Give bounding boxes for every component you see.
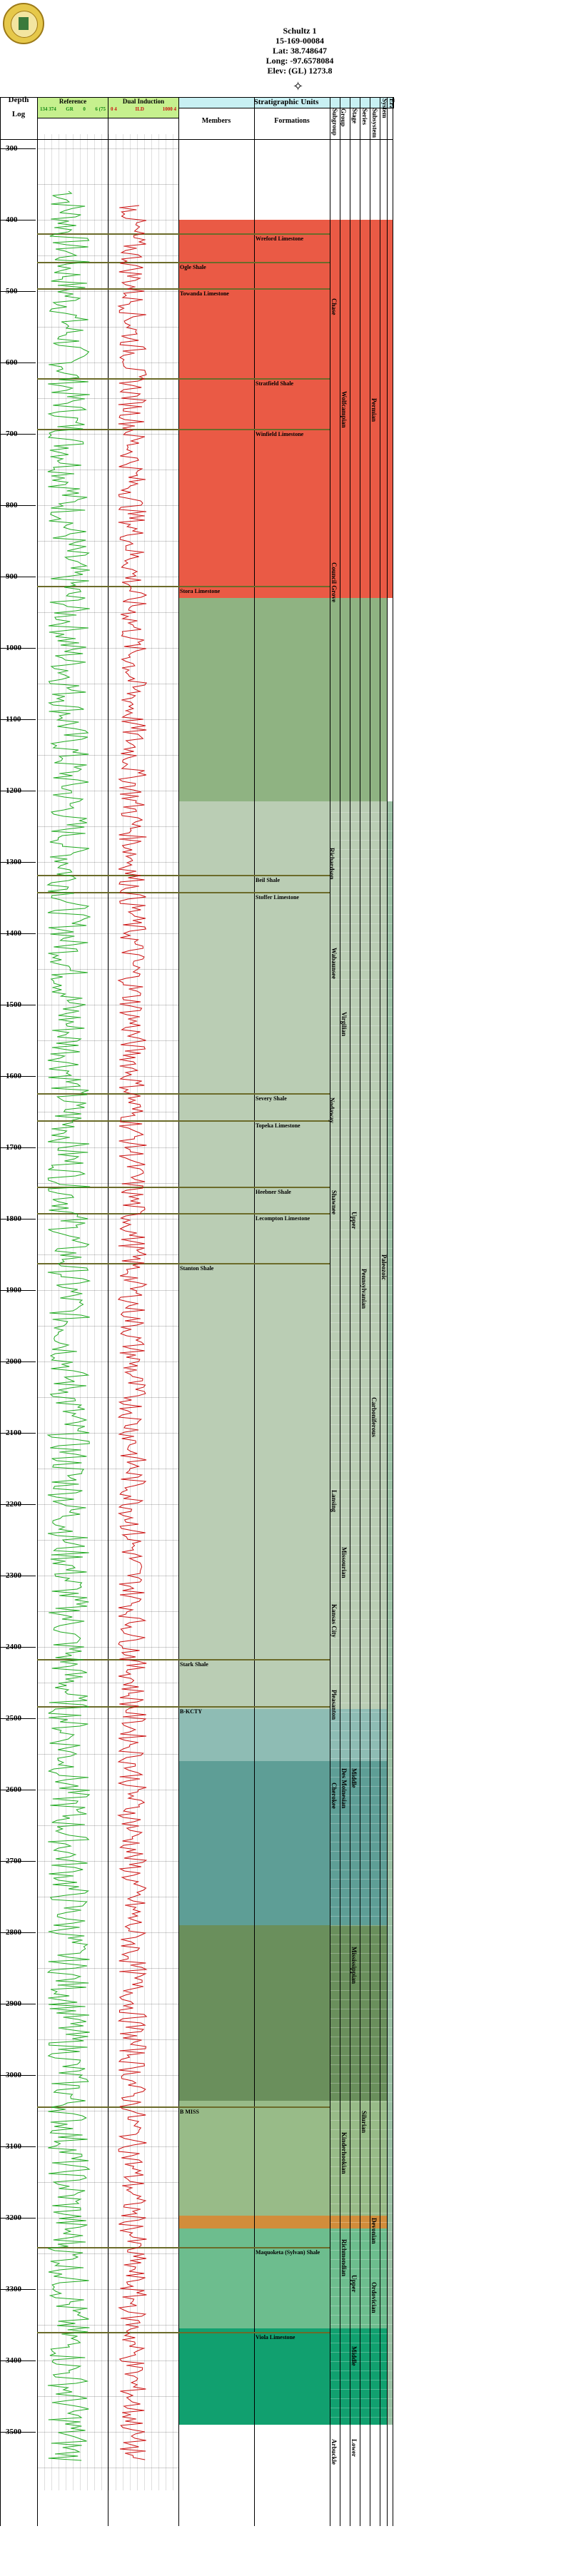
well-elev: Elev: (GL) 1273.8 [267, 66, 333, 76]
ref-scale-mid: GR [66, 106, 74, 112]
dual-induction-header: Dual Induction 0 4 ILD 1000 4 [108, 97, 179, 118]
subsystem-header: Subsystem [371, 108, 378, 138]
members-header: Members [201, 117, 231, 125]
series-header: Series [361, 108, 368, 125]
reference-title: Reference [59, 98, 87, 105]
well-header: Schultz 1 15-169-00084 Lat: 38.748647 Lo… [178, 26, 421, 76]
subgroup-header: Subgroup [331, 108, 338, 136]
gamma-ray-curve [46, 191, 91, 2461]
logo-seal [3, 3, 44, 44]
group-header: Group [340, 108, 347, 127]
depth-header: Depth [8, 96, 29, 104]
ref-scale-left: 134 374 [40, 106, 56, 112]
dual-scale-left: 0 4 [111, 106, 117, 112]
ild-curve [116, 205, 148, 2460]
dual-scale-mid: ILD [135, 106, 144, 112]
well-long: Long: -97.6578084 [266, 56, 334, 66]
stage-header: Stage [351, 108, 358, 123]
formations-header: Formations [274, 117, 310, 125]
dual-scale-right: 1000 4 [162, 106, 176, 112]
reference-header: Reference 134 374 GR 0 6 (75 [37, 97, 108, 118]
ref-scale-right: 0 [83, 106, 86, 112]
system-header: System [381, 98, 388, 118]
compass-star-icon: ✧ [293, 79, 304, 93]
ref-scale-right2: 6 (75 [95, 106, 106, 112]
dual-induction-title: Dual Induction [122, 98, 165, 105]
era-header: Era [388, 98, 395, 109]
log-header: Log [11, 110, 26, 118]
well-lat: Lat: 38.748647 [273, 46, 327, 56]
well-api: 15-169-00084 [276, 36, 324, 46]
well-name: Schultz 1 [283, 26, 317, 36]
